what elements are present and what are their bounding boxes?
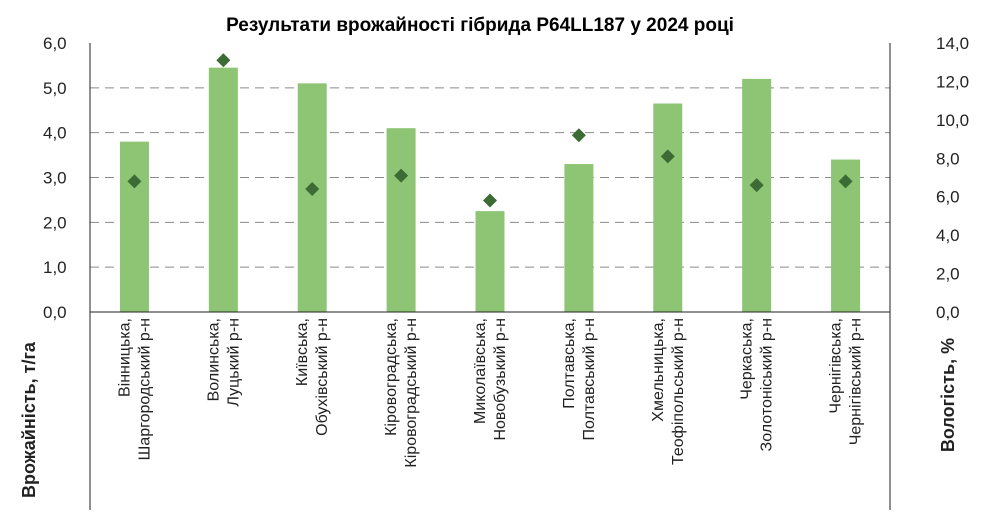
- y2-tick-label: 12,0: [936, 72, 969, 91]
- y2-tick-label: 8,0: [936, 149, 960, 168]
- moisture-marker: [305, 182, 320, 197]
- y-tick-label: 4,0: [43, 124, 67, 143]
- moisture-marker: [127, 174, 142, 189]
- category-labels: Вінницька, Шаргородський р-н Волинська, Луц…: [116, 318, 864, 468]
- left-axis-ticks: 0,0 1,0 2,0 3,0 4,0 5,0 6,0: [43, 34, 67, 322]
- y2-tick-label: 4,0: [936, 226, 960, 245]
- y2-tick-label: 2,0: [936, 265, 960, 284]
- category-label: Полтавська, Полтавський р-н: [561, 318, 598, 440]
- moisture-marker: [838, 174, 853, 189]
- y-tick-label: 5,0: [43, 79, 67, 98]
- bar: [208, 67, 238, 313]
- chart-title: Результати врожайності гібрида P64LL187 …: [226, 15, 734, 36]
- category-label: Миколаївська, Новобузький р-н: [472, 318, 509, 441]
- bar: [297, 83, 327, 312]
- y2-axis-title: Вологість, %: [938, 338, 958, 452]
- y2-tick-label: 10,0: [936, 111, 969, 130]
- y2-tick-label: 0,0: [936, 303, 960, 322]
- y2-tick-label: 6,0: [936, 188, 960, 207]
- y-tick-label: 6,0: [43, 34, 67, 53]
- category-label: Вінницька, Шаргородський р-н: [116, 318, 153, 460]
- bar: [564, 164, 594, 312]
- bar-series: [119, 67, 861, 313]
- y-axis-title: Врожайність, т/га: [19, 341, 39, 498]
- bar: [119, 141, 149, 312]
- moisture-marker: [660, 149, 675, 164]
- bar: [475, 211, 505, 312]
- bar: [653, 103, 683, 313]
- moisture-marker: [394, 168, 409, 183]
- y-tick-label: 0,0: [43, 303, 67, 322]
- bar: [742, 78, 772, 312]
- right-axis-ticks: 0,0 2,0 4,0 6,0 8,0 10,0 12,0 14,0: [936, 34, 969, 322]
- moisture-marker: [571, 128, 586, 143]
- category-label: Кіровоградська, Кіровоградський р-н: [383, 318, 420, 468]
- axes: [89, 43, 891, 510]
- category-label: Волинська, Луцький р-н: [205, 318, 242, 407]
- category-label: Київська, Обухівський р-н: [294, 318, 331, 436]
- category-label: Хмельницька, Теофіпольський р-н: [650, 318, 687, 465]
- category-label: Чернігівська, Чернігівський р-н: [828, 318, 865, 445]
- bar: [386, 128, 416, 312]
- y-tick-label: 2,0: [43, 213, 67, 232]
- y-tick-label: 3,0: [43, 169, 67, 188]
- moisture-marker: [483, 193, 497, 208]
- moisture-marker: [749, 178, 764, 193]
- category-label: Черкаська, Золотоніський р-н: [739, 318, 776, 451]
- y-tick-label: 1,0: [43, 258, 67, 277]
- moisture-marker: [216, 53, 231, 68]
- y2-tick-label: 14,0: [936, 34, 969, 53]
- moisture-series: [127, 53, 853, 208]
